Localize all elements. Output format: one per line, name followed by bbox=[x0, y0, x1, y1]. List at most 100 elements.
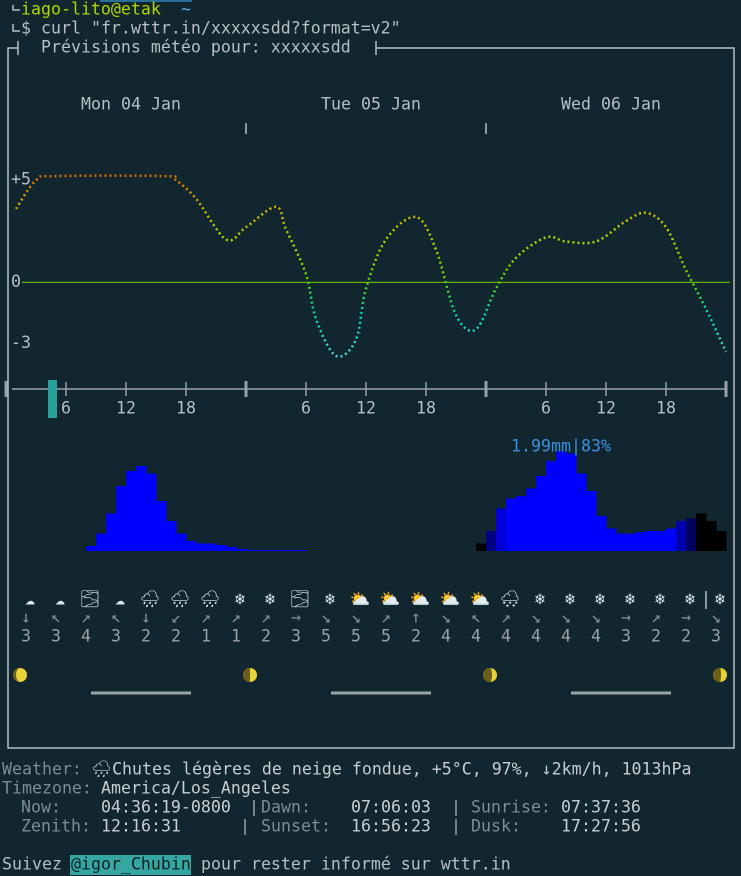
precip-bar bbox=[106, 513, 117, 551]
precip-bar bbox=[146, 473, 157, 551]
prompt-symbol: $ bbox=[21, 19, 31, 38]
wind-direction: → bbox=[291, 608, 301, 627]
x-tick-label: 12 bbox=[356, 399, 376, 418]
weather-icon: ❄ bbox=[595, 590, 605, 609]
info-value: 12:16:31 bbox=[101, 817, 181, 836]
precip-bar bbox=[596, 516, 607, 551]
x-tick-label: 6 bbox=[301, 399, 311, 418]
tab-bar bbox=[100, 0, 192, 2]
x-tick-label: 6 bbox=[541, 399, 551, 418]
wind-direction: ↘ bbox=[561, 608, 571, 627]
precip-bar bbox=[566, 453, 577, 551]
weather-icon: ❄ bbox=[625, 590, 635, 609]
wind-speed: 3 bbox=[291, 627, 301, 646]
precip-bar bbox=[156, 501, 167, 551]
wind-speed: 5 bbox=[351, 627, 361, 646]
weather-icon: 🌧 bbox=[199, 590, 220, 609]
wind-speed: 2 bbox=[171, 627, 181, 646]
wind-direction: ↖ bbox=[51, 608, 61, 627]
precip-bar bbox=[496, 508, 507, 551]
day-label: Wed 06 Jan bbox=[561, 95, 661, 114]
precip-bar bbox=[296, 550, 307, 551]
precip-bar bbox=[516, 496, 527, 551]
info-value: 16:56:23 bbox=[351, 817, 431, 836]
footer-text: Suivez bbox=[2, 855, 62, 874]
precip-bar bbox=[576, 473, 587, 551]
weather-icon: 🌫 bbox=[289, 590, 310, 609]
wind-direction: → bbox=[681, 608, 691, 627]
wind-direction: ↗ bbox=[81, 608, 91, 627]
x-tick-label: 6 bbox=[61, 399, 71, 418]
day-label: Mon 04 Jan bbox=[81, 95, 181, 114]
precip-bar bbox=[486, 531, 497, 551]
weather-icon: ❄ bbox=[325, 590, 335, 609]
precip-bar bbox=[96, 533, 107, 551]
wind-speed: 3 bbox=[111, 627, 121, 646]
wind-speed: 4 bbox=[531, 627, 541, 646]
wind-speed: 5 bbox=[381, 627, 391, 646]
wind-speed: 4 bbox=[501, 627, 511, 646]
precip-bar bbox=[136, 466, 147, 551]
weather-icon: ❄ bbox=[235, 590, 245, 609]
precip-bar bbox=[706, 521, 717, 551]
wind-direction: ↘ bbox=[591, 608, 601, 627]
weather-icon: 🌧 bbox=[139, 590, 160, 609]
prompt-corner bbox=[12, 5, 20, 32]
prompt-user: iago-lito@etak bbox=[21, 0, 161, 19]
precip-bar bbox=[286, 550, 297, 551]
wind-direction: ↗ bbox=[381, 608, 391, 627]
precip-bar bbox=[626, 533, 637, 551]
precip-bar bbox=[586, 491, 597, 551]
wind-speed: 3 bbox=[51, 627, 61, 646]
wind-speed: 1 bbox=[231, 627, 241, 646]
weather-icon: 🌫 bbox=[79, 590, 100, 609]
wind-direction: ↘ bbox=[351, 608, 361, 627]
precip-bar bbox=[186, 541, 197, 551]
precip-bar bbox=[276, 550, 287, 551]
wind-direction: ↖ bbox=[471, 608, 481, 627]
wind-speed: 2 bbox=[141, 627, 151, 646]
precip-bar bbox=[166, 521, 177, 551]
wind-speed: 4 bbox=[441, 627, 451, 646]
weather-icon: ⛅ bbox=[350, 590, 371, 609]
handle-highlight bbox=[70, 855, 191, 875]
weather-icon: ⛅ bbox=[440, 590, 461, 609]
weather-icon: ☁ bbox=[25, 590, 35, 609]
footer-handle: @igor_Chubin bbox=[71, 855, 191, 874]
weather-icon: ❄ bbox=[685, 590, 695, 609]
frame bbox=[7, 41, 735, 749]
precip-bar bbox=[206, 543, 217, 551]
info-label: Dusk: bbox=[471, 817, 521, 836]
wind-direction: ↘ bbox=[531, 608, 541, 627]
precip-bar bbox=[666, 528, 677, 551]
wind-direction: ↘ bbox=[321, 608, 331, 627]
precip-bar bbox=[216, 545, 227, 551]
info-value: 07:06:03 bbox=[351, 798, 431, 817]
wind-direction: ↙ bbox=[171, 608, 181, 627]
weather-icon: ⛅ bbox=[380, 590, 401, 609]
footer-text: pour rester informé sur wttr.in bbox=[201, 855, 511, 874]
wind-direction: ↗ bbox=[201, 608, 211, 627]
prompt-dir: ~ bbox=[181, 0, 191, 19]
info-label: Weather: bbox=[2, 760, 82, 779]
weather-icon: ☁ bbox=[55, 590, 65, 609]
precip-bar bbox=[266, 550, 277, 551]
y-tick-label: -3 bbox=[11, 333, 31, 352]
wind-direction: ↘ bbox=[711, 608, 721, 627]
precip-bar bbox=[716, 531, 727, 551]
weather-icon: ❄ bbox=[535, 590, 545, 609]
now-marker bbox=[48, 380, 57, 418]
x-tick-label: 18 bbox=[416, 399, 436, 418]
wind-direction: ↓ bbox=[141, 608, 151, 627]
wind-speed: 3 bbox=[621, 627, 631, 646]
info-label: Zenith: bbox=[21, 817, 91, 836]
wind-speed: 4 bbox=[561, 627, 571, 646]
weather-icon: ❄ bbox=[655, 590, 665, 609]
x-tick-label: 12 bbox=[596, 399, 616, 418]
precip-bar bbox=[616, 533, 627, 551]
info-label: Dawn: bbox=[261, 798, 311, 817]
weather-icon: ❄ bbox=[265, 590, 275, 609]
wind-speed: 2 bbox=[261, 627, 271, 646]
info-value: 🌧Chutes légères de neige fondue, +5°C, 9… bbox=[91, 760, 692, 779]
